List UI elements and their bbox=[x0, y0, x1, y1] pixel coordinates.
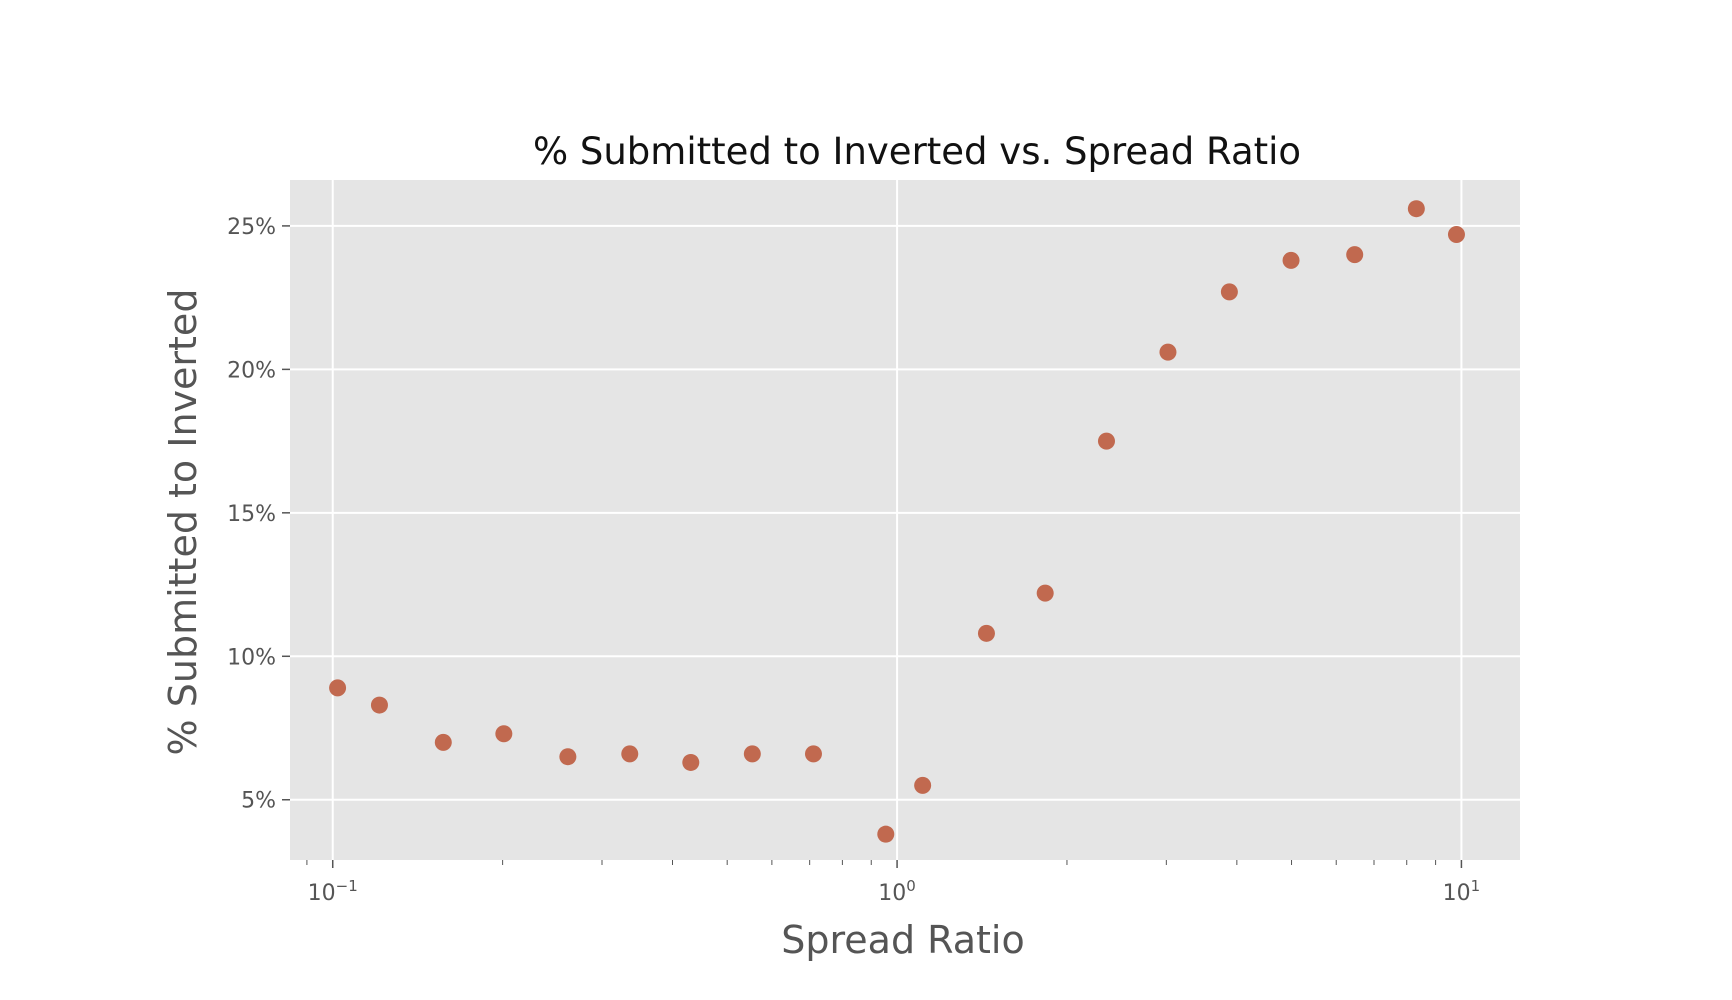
data-point bbox=[914, 776, 932, 794]
y-tick-label: 5% bbox=[241, 789, 276, 814]
x-axis-label: Spread Ratio bbox=[781, 918, 1024, 962]
x-tick-label: 10−1 bbox=[308, 877, 358, 906]
data-point bbox=[682, 753, 700, 771]
x-tick-label: 101 bbox=[1443, 877, 1481, 906]
y-tick-label: 25% bbox=[227, 215, 276, 240]
axis-ticks: 5% 10% 15% 20% 25% 10−1 100 101 bbox=[227, 215, 1480, 906]
data-point bbox=[1346, 246, 1364, 264]
data-point bbox=[434, 733, 452, 751]
y-tick-label: 20% bbox=[227, 358, 276, 383]
data-point bbox=[495, 725, 513, 743]
data-point bbox=[1036, 584, 1054, 602]
data-points bbox=[329, 200, 1465, 843]
y-tick-label: 15% bbox=[227, 502, 276, 527]
data-point bbox=[370, 696, 388, 714]
y-tick-label: 10% bbox=[227, 645, 276, 670]
data-point bbox=[877, 825, 895, 843]
plot-area bbox=[290, 180, 1520, 860]
data-point bbox=[743, 745, 761, 763]
data-point bbox=[977, 624, 995, 642]
chart-title: % Submitted to Inverted vs. Spread Ratio bbox=[533, 130, 1301, 173]
data-point bbox=[1407, 200, 1425, 218]
data-point bbox=[621, 745, 639, 763]
data-point bbox=[1447, 226, 1465, 244]
data-point bbox=[1282, 251, 1300, 269]
y-axis-label: % Submitted to Inverted bbox=[161, 289, 205, 756]
data-point bbox=[1220, 283, 1238, 301]
data-point bbox=[329, 679, 347, 697]
x-tick-label: 100 bbox=[878, 877, 916, 906]
data-point bbox=[1159, 343, 1177, 361]
data-point bbox=[1097, 432, 1115, 450]
data-point bbox=[804, 745, 822, 763]
data-point bbox=[559, 748, 577, 766]
grid-lines bbox=[290, 180, 1520, 860]
